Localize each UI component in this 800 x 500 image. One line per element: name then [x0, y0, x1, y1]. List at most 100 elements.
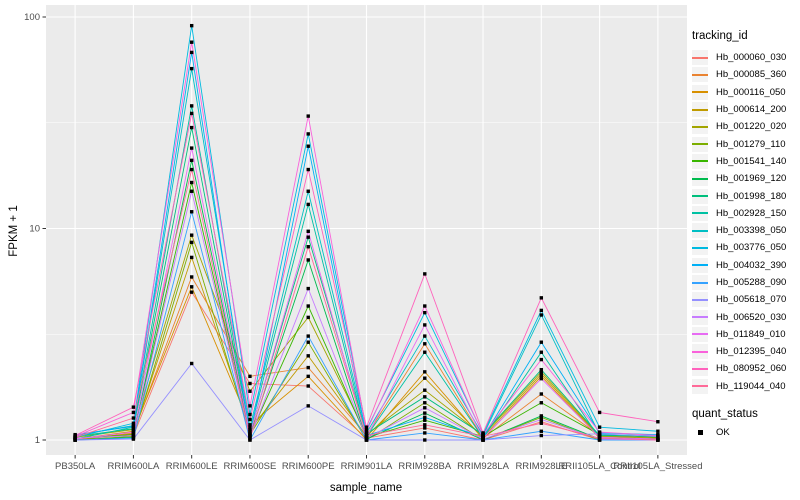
data-point — [306, 334, 310, 338]
data-point — [131, 424, 136, 429]
legend-entry-Hb_001541_140: Hb_001541_140 — [692, 153, 800, 170]
data-point — [189, 189, 194, 193]
data-point — [539, 414, 544, 418]
data-point — [539, 313, 544, 317]
data-point — [189, 180, 194, 185]
data-point — [539, 367, 544, 372]
legend-key — [692, 378, 708, 394]
legend-key-line-icon — [692, 281, 708, 284]
data-point — [248, 404, 252, 408]
legend-key-line-icon — [692, 385, 708, 388]
data-point — [131, 410, 136, 415]
data-point — [189, 233, 194, 237]
legend-key-line-icon — [692, 91, 708, 94]
data-point — [423, 304, 427, 308]
legend-panel: tracking_id Hb_000060_030 Hb_000085_360 Hb… — [692, 0, 800, 441]
data-point — [189, 167, 194, 172]
x-tick-label: RRIM901LA — [341, 461, 393, 472]
legend-key-line-icon — [692, 316, 708, 319]
data-point — [597, 436, 602, 440]
data-point — [597, 410, 602, 415]
legend-label: Hb_000116_050 — [716, 86, 786, 98]
data-point — [306, 354, 310, 358]
legend-key-line-icon — [692, 229, 708, 232]
legend-key-line-icon — [692, 195, 708, 198]
legend-entry-Hb_012395_040: Hb_012395_040 — [692, 343, 800, 360]
data-point — [131, 430, 136, 434]
legend-label: Hb_000085_360 — [716, 69, 787, 81]
data-point — [189, 125, 194, 130]
legend-key-line-icon — [692, 264, 708, 267]
data-point — [306, 114, 310, 118]
legend-key — [692, 275, 708, 290]
legend-entry-Hb_000116_050: Hb_000116_050 — [692, 84, 800, 101]
data-point — [423, 411, 427, 415]
data-point — [539, 370, 544, 374]
data-point — [481, 432, 485, 437]
legend-entry-Hb_006520_030: Hb_006520_030 — [692, 308, 800, 325]
legend-key — [692, 257, 708, 273]
data-point — [423, 423, 427, 427]
x-tick-label: RRIM600LE — [166, 461, 218, 472]
data-point — [189, 285, 194, 289]
legend-entry-Hb_005618_070: Hb_005618_070 — [692, 291, 800, 308]
data-point — [131, 437, 136, 441]
legend-entry-Hb_119044_040: Hb_119044_040 — [692, 378, 800, 395]
data-point — [131, 405, 136, 409]
legend-entry-ok: OK — [692, 425, 800, 441]
data-point — [597, 430, 602, 434]
legend-key — [692, 326, 708, 342]
legend-key — [692, 102, 708, 118]
legend-key-line-icon — [692, 367, 708, 370]
data-point — [423, 334, 427, 338]
data-point — [248, 438, 252, 442]
legend-key — [692, 344, 708, 360]
data-point — [189, 23, 194, 28]
legend-label: Hb_003398_050 — [716, 225, 787, 237]
legend-label: OK — [716, 427, 730, 439]
data-point — [423, 376, 427, 380]
data-point — [539, 340, 544, 344]
data-point — [423, 388, 427, 392]
legend-key — [692, 153, 708, 169]
data-point — [539, 372, 544, 376]
data-point — [248, 423, 252, 427]
data-point — [306, 374, 310, 379]
legend-entries: Hb_000060_030 Hb_000085_360 Hb_000116_050 H… — [692, 49, 800, 395]
legend-key-line-icon — [692, 298, 708, 301]
data-point — [189, 111, 194, 116]
legend-key — [692, 292, 708, 308]
legend-entry-Hb_001220_020: Hb_001220_020 — [692, 118, 800, 135]
data-point — [306, 245, 310, 249]
data-point — [539, 308, 544, 313]
data-point — [189, 104, 194, 108]
legend-entry-Hb_000060_030: Hb_000060_030 — [692, 49, 800, 66]
legend-key-line-icon — [692, 212, 708, 215]
x-tick-label: RRIM928BA — [398, 461, 451, 472]
legend-key — [692, 188, 708, 204]
legend-entry-Hb_005288_090: Hb_005288_090 — [692, 274, 800, 291]
legend-key-line-icon — [692, 350, 708, 353]
data-point — [656, 429, 660, 433]
legend-key-line-icon — [692, 160, 708, 163]
legend-entry-Hb_000614_200: Hb_000614_200 — [692, 101, 800, 118]
legend-entry-Hb_011849_010: Hb_011849_010 — [692, 326, 800, 343]
data-point — [539, 357, 544, 362]
data-point — [539, 392, 544, 396]
legend-entry-Hb_001279_110: Hb_001279_110 — [692, 135, 800, 152]
legend-entry-Hb_000085_360: Hb_000085_360 — [692, 66, 800, 83]
legend-key — [692, 309, 708, 325]
legend-label: Hb_080952_060 — [716, 363, 787, 375]
data-point — [248, 432, 252, 436]
x-tick-label: RRIM600PE — [282, 461, 335, 472]
legend-key — [692, 67, 708, 83]
data-point — [306, 384, 310, 388]
data-point — [248, 412, 252, 417]
legend-title-quant-status: quant_status — [692, 407, 758, 420]
y-tick-label: 1 — [35, 435, 40, 446]
data-point — [364, 429, 369, 433]
data-point — [481, 434, 485, 439]
legend-key — [692, 84, 708, 100]
data-point — [539, 433, 544, 438]
